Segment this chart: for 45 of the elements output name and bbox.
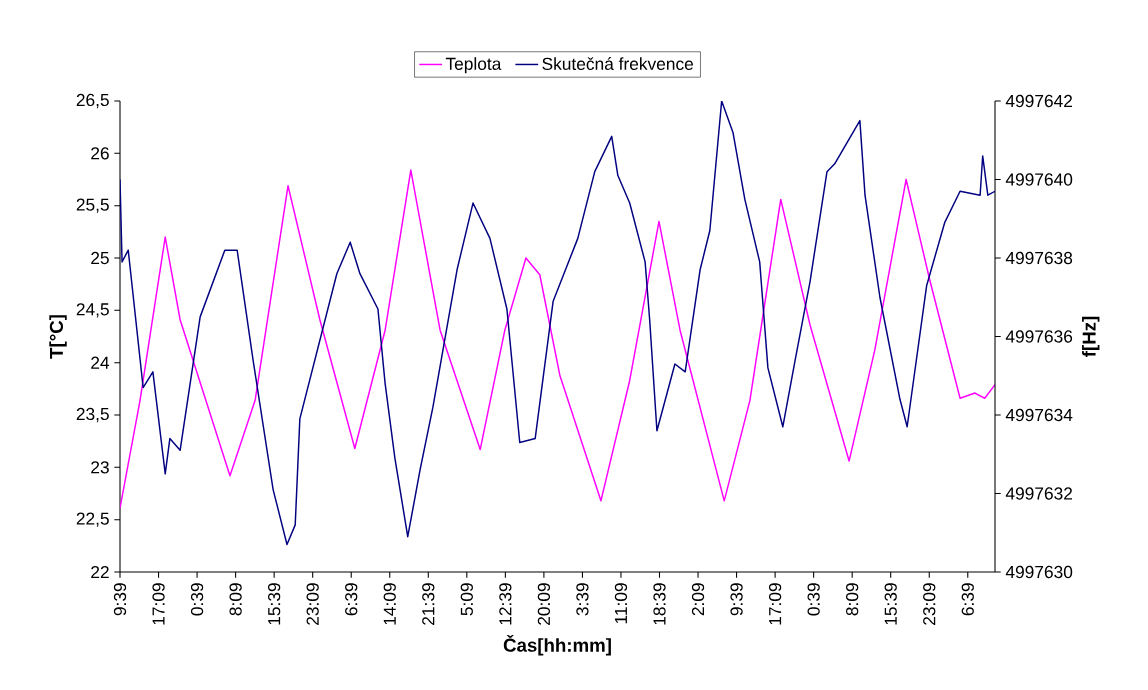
y-tick-label: 26,5 (76, 93, 109, 109)
y-tick-label: 26 (91, 147, 109, 160)
x-tick-label: 23:09 (923, 583, 936, 625)
y2-tick-label: 4997632 (1005, 487, 1072, 500)
x-tick-label: 18:39 (653, 583, 666, 625)
y-tick-label: 25 (91, 251, 109, 265)
legend-label: Teplota (445, 57, 502, 74)
x-tick-label: 14:09 (383, 583, 396, 625)
x-tick-label: 0:39 (190, 583, 204, 616)
legend-label: Skutečná frekvence (542, 57, 693, 71)
x-tick-label: 15:39 (884, 583, 897, 625)
x-tick-label: 0:39 (807, 583, 820, 616)
x-tick-label: 6:39 (345, 583, 358, 616)
y-tick-label: 24,5 (76, 303, 109, 318)
y2-axis-title: f[Hz] (1082, 316, 1100, 357)
x-tick-label: 17:09 (768, 583, 782, 625)
y-tick-label: 23 (91, 461, 109, 474)
x-tick-label: 8:09 (229, 583, 242, 616)
x-tick-label: 8:09 (846, 583, 859, 616)
y-tick-label: 24 (91, 356, 110, 369)
x-axis-title: Čas[hh:mm] (503, 634, 611, 656)
x-tick-label: 23:09 (306, 583, 319, 625)
x-tick-label: 21:39 (422, 583, 435, 625)
x-tick-label: 17:09 (152, 583, 165, 625)
y-tick-label: 22,5 (76, 512, 109, 527)
x-tick-label: 9:39 (730, 583, 743, 616)
x-tick-label: 3:39 (576, 583, 589, 616)
x-tick-label: 2:09 (691, 583, 705, 616)
x-tick-label: 12:39 (499, 583, 512, 625)
y-axis-title: T[°C] (49, 315, 67, 359)
y-tick-label: 23,5 (76, 407, 109, 423)
y2-tick-label: 4997634 (1005, 408, 1073, 422)
y2-tick-label: 4997630 (1005, 565, 1073, 579)
x-tick-label: 15:39 (268, 583, 281, 625)
x-tick-label: 9:39 (113, 583, 127, 616)
x-tick-label: 20:09 (537, 583, 551, 625)
y2-tick-label: 4997642 (1005, 94, 1072, 108)
y2-tick-label: 4997638 (1005, 251, 1073, 265)
y2-tick-label: 4997636 (1005, 330, 1073, 343)
x-tick-label: 6:39 (961, 583, 974, 616)
y-tick-label: 22 (91, 565, 109, 579)
y2-tick-label: 4997640 (1005, 173, 1073, 186)
x-tick-label: 11:09 (614, 583, 628, 624)
x-tick-label: 5:09 (460, 583, 473, 616)
y-tick-label: 25,5 (76, 198, 109, 213)
